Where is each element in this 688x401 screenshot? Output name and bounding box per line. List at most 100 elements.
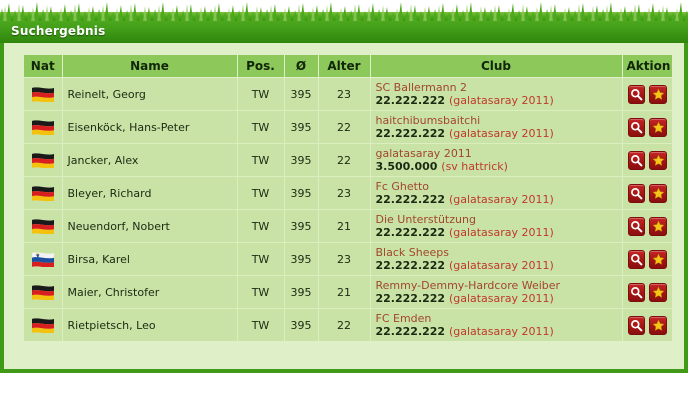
cell-player-name[interactable]: Eisenköck, Hans-Peter [62,110,238,144]
cell-average: 395 [284,176,319,210]
add-favorite-button[interactable] [649,315,667,335]
cell-club: FC Emden 22.222.222 (galatasaray 2011) [370,308,623,341]
club-owner[interactable]: (sv hattrick) [441,160,508,173]
view-player-button[interactable] [627,84,646,104]
magnifier-icon [630,253,643,265]
star-icon [652,286,664,298]
club-name-link[interactable]: Black Sheeps [375,246,449,259]
view-player-button[interactable] [627,282,646,302]
cell-player-name[interactable]: Neuendorf, Nobert [62,209,238,243]
flag-germany-icon [31,86,54,102]
view-player-button[interactable] [627,183,646,203]
view-player-button[interactable] [627,249,646,269]
cell-nationality [24,242,63,276]
cell-club: Remmy-Demmy-Hardcore Weiber 22.222.222 (g… [370,275,623,309]
cell-actions [622,275,672,309]
add-favorite-button[interactable] [649,282,667,302]
add-favorite-button[interactable] [649,249,667,269]
club-name-link[interactable]: Remmy-Demmy-Hardcore Weiber [375,279,561,292]
search-results-table: Nat Name Pos. Ø Alter Club Aktion Reinel… [24,55,672,341]
view-player-button[interactable] [627,315,646,335]
view-player-button[interactable] [627,150,646,170]
star-icon [652,121,664,133]
table-row[interactable]: Eisenköck, Hans-Peter TW 395 22 haitchibumsb… [24,110,672,144]
club-name-link[interactable]: galatasaray 2011 [375,147,472,160]
cell-player-name[interactable]: Maier, Christofer [62,275,238,309]
club-owner[interactable]: (galatasaray 2011) [448,259,554,272]
cell-nationality [24,209,63,243]
club-name-link[interactable]: Die Unterstützung [375,213,476,226]
cell-club: Black Sheeps 22.222.222 (galatasaray 2011… [370,242,623,276]
panel-title-bar: Suchergebnis [0,21,688,43]
magnifier-icon [630,220,643,232]
table-row[interactable]: Neuendorf, Nobert TW 395 21 Die Unterstützun… [24,209,672,243]
grass-banner-decoration [0,0,688,22]
cell-position: TW [237,209,285,243]
cell-player-name[interactable]: Jancker, Alex [62,143,238,177]
column-header-nat[interactable]: Nat [24,55,63,78]
table-row[interactable]: Bleyer, Richard TW 395 23 Fc Ghetto 22.222.22… [24,176,672,210]
add-favorite-button[interactable] [649,150,667,170]
table-body: Reinelt, Georg TW 395 23 SC Ballermann 2 22.2… [24,77,672,341]
club-name-link[interactable]: FC Emden [375,312,432,325]
cell-player-name[interactable]: Rietpietsch, Leo [62,308,238,341]
club-value-line: 22.222.222 (galatasaray 2011) [376,193,617,206]
club-owner[interactable]: (galatasaray 2011) [448,325,554,338]
row-actions [627,216,667,236]
cell-player-name[interactable]: Bleyer, Richard [62,176,238,210]
cell-actions [622,143,672,177]
add-favorite-button[interactable] [649,84,667,104]
club-value-line: 22.222.222 (galatasaray 2011) [376,94,617,107]
cell-nationality [24,275,63,309]
club-name-link[interactable]: SC Ballermann 2 [375,81,468,94]
table-row[interactable]: Birsa, Karel TW 395 23 Black Sheeps 22.222.22… [24,242,672,276]
star-icon [652,253,664,265]
cell-average: 395 [284,77,319,111]
club-value: 22.222.222 [375,325,446,338]
cell-age: 22 [318,110,371,144]
star-icon [652,187,664,199]
club-owner[interactable]: (galatasaray 2011) [448,193,554,206]
club-name-link[interactable]: Fc Ghetto [375,180,430,193]
row-actions [627,282,667,302]
club-name-link[interactable]: haitchibumsbaitchi [375,114,481,127]
club-value-line: 3.500.000 (sv hattrick) [376,160,617,173]
cell-age: 23 [318,77,371,111]
add-favorite-button[interactable] [649,117,667,137]
flag-germany-icon [31,185,54,201]
cell-position: TW [237,176,285,210]
cell-age: 21 [318,209,371,243]
club-owner[interactable]: (galatasaray 2011) [448,292,554,305]
column-header-avg[interactable]: Ø [284,55,319,78]
club-owner[interactable]: (galatasaray 2011) [448,94,554,107]
club-value-line: 22.222.222 (galatasaray 2011) [376,226,617,239]
flag-slovenia-icon [31,251,54,267]
cell-position: TW [237,143,285,177]
club-owner[interactable]: (galatasaray 2011) [448,127,554,140]
cell-average: 395 [284,275,319,309]
table-row[interactable]: Jancker, Alex TW 395 22 galatasaray 2011 3.50… [24,143,672,177]
cell-club: SC Ballermann 2 22.222.222 (galatasaray 2… [370,77,623,111]
column-header-club[interactable]: Club [370,55,623,78]
cell-actions [622,242,672,276]
magnifier-icon [630,286,643,298]
view-player-button[interactable] [627,117,646,137]
table-row[interactable]: Maier, Christofer TW 395 21 Remmy-Demmy-Hard… [24,275,672,309]
table-row[interactable]: Reinelt, Georg TW 395 23 SC Ballermann 2 22.2… [24,77,672,111]
row-actions [627,84,667,104]
column-header-name[interactable]: Name [62,55,238,78]
table-row[interactable]: Rietpietsch, Leo TW 395 22 FC Emden 22.222.22… [24,308,672,341]
cell-player-name[interactable]: Reinelt, Georg [62,77,238,111]
magnifier-icon [630,187,643,199]
cell-player-name[interactable]: Birsa, Karel [62,242,238,276]
club-owner[interactable]: (galatasaray 2011) [448,226,554,239]
cell-nationality [24,77,63,111]
flag-germany-icon [31,119,54,135]
add-favorite-button[interactable] [649,183,667,203]
row-actions [627,183,667,203]
column-header-age[interactable]: Alter [318,55,371,78]
column-header-pos[interactable]: Pos. [237,55,285,78]
add-favorite-button[interactable] [649,216,667,236]
view-player-button[interactable] [627,216,646,236]
